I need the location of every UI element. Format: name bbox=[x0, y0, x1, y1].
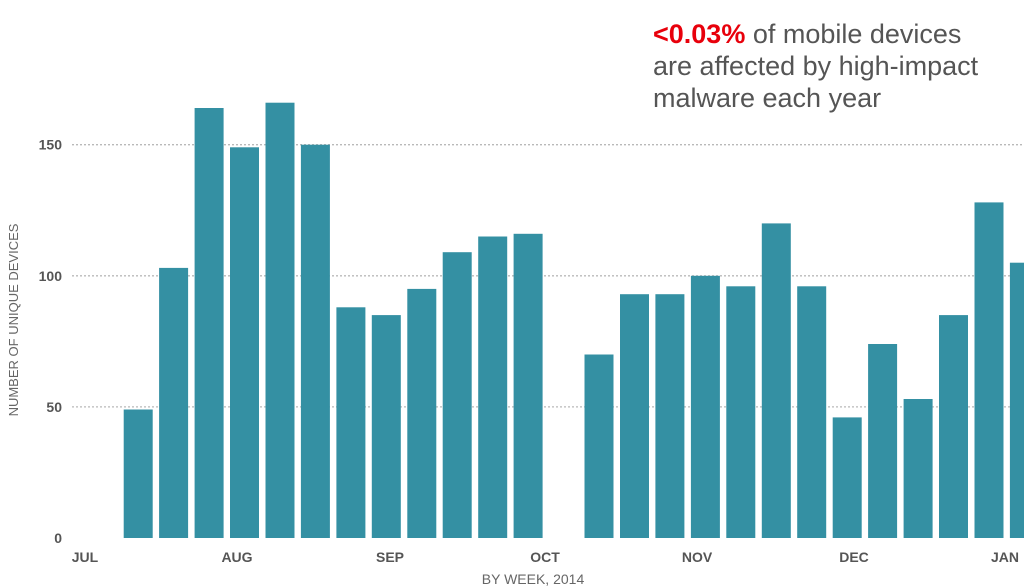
y-axis-tick-labels: 0 50 100 150 bbox=[39, 137, 63, 546]
bar-week-5 bbox=[230, 147, 259, 539]
x-axis-label: BY WEEK, 2014 bbox=[482, 571, 585, 587]
bar-week-22 bbox=[832, 417, 862, 538]
x-tick-label-sep: SEP bbox=[376, 549, 404, 565]
x-tick-label-jul: JUL bbox=[72, 549, 99, 565]
callout-line-3: malware each year bbox=[653, 83, 882, 113]
bar-week-23 bbox=[868, 344, 898, 538]
y-tick-label-150: 150 bbox=[39, 137, 63, 153]
bar-week-4 bbox=[194, 108, 224, 538]
bar-week-2 bbox=[123, 409, 153, 538]
bar-week-17 bbox=[655, 294, 685, 538]
bar-week-18 bbox=[690, 275, 720, 538]
bar-week-8 bbox=[336, 307, 366, 538]
bar-week-16 bbox=[620, 294, 649, 538]
bar-week-13 bbox=[513, 233, 543, 539]
callout-highlight: <0.03% bbox=[653, 19, 746, 49]
bar-week-11 bbox=[442, 252, 472, 538]
bar-week-21 bbox=[797, 286, 827, 538]
bar-week-6 bbox=[265, 102, 295, 538]
callout-annotation: <0.03% of mobile devices are affected by… bbox=[653, 18, 1013, 114]
gridlines bbox=[72, 144, 1024, 408]
bar-week-12 bbox=[478, 236, 508, 538]
callout-line-1-text: of mobile devices bbox=[745, 19, 962, 49]
bar-week-7 bbox=[300, 144, 330, 538]
bar-week-20 bbox=[761, 223, 791, 538]
bar-week-9 bbox=[371, 315, 401, 538]
bar-week-10 bbox=[407, 288, 437, 538]
bar-week-19 bbox=[726, 286, 756, 538]
x-tick-label-nov: NOV bbox=[682, 549, 713, 565]
bar-week-15 bbox=[584, 354, 614, 538]
x-tick-label-aug: AUG bbox=[221, 549, 252, 565]
bar-week-24 bbox=[903, 399, 933, 538]
y-tick-label-100: 100 bbox=[39, 268, 63, 284]
x-tick-label-jan: JAN bbox=[991, 549, 1019, 565]
x-tick-label-oct: OCT bbox=[530, 549, 560, 565]
callout-line-1: <0.03% of mobile devices bbox=[653, 18, 1013, 50]
y-axis-label: NUMBER OF UNIQUE DEVICES bbox=[6, 223, 21, 416]
bar-week-25 bbox=[939, 315, 968, 538]
callout-line-2: are affected by high-impact bbox=[653, 51, 979, 81]
x-axis-month-labels: JUL AUG SEP OCT NOV DEC JAN bbox=[72, 549, 1019, 565]
bar-week-3 bbox=[159, 267, 189, 538]
y-tick-label-50: 50 bbox=[46, 399, 62, 415]
bar-week-27 bbox=[1009, 262, 1024, 538]
bar-week-26 bbox=[974, 202, 1004, 538]
y-tick-label-0: 0 bbox=[54, 530, 62, 546]
bars bbox=[123, 102, 1024, 539]
x-tick-label-dec: DEC bbox=[839, 549, 869, 565]
